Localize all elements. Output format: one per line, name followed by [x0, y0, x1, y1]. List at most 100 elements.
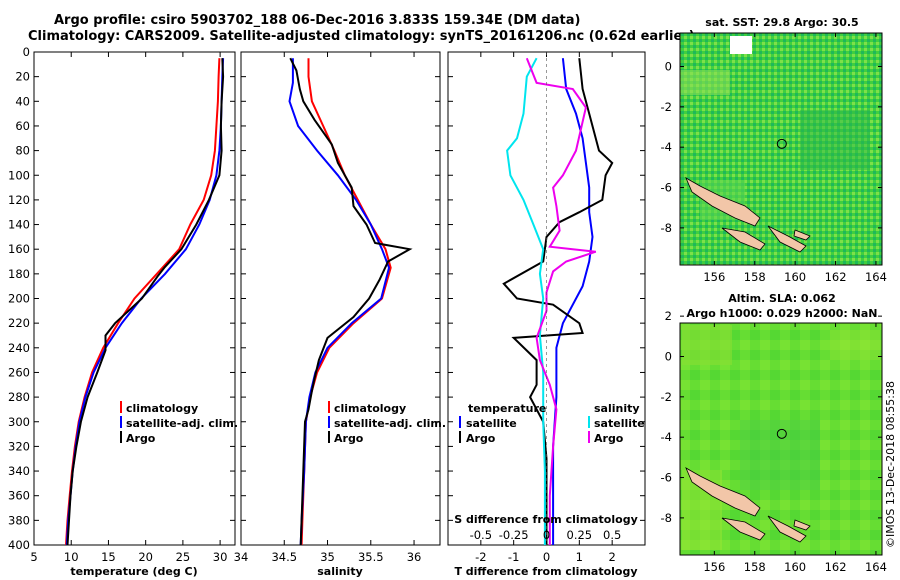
temperature-series-group	[65, 58, 225, 545]
depth-tick-label: 320	[8, 439, 30, 453]
difference-xlabel: T difference from climatology	[454, 565, 637, 578]
sla-map-title-2: Argo h1000: 0.029 h2000: NaN	[686, 307, 877, 320]
coast-island-3	[767, 515, 807, 543]
map-x-tick-label: 162	[825, 270, 847, 284]
map-x-tick-label: 160	[784, 560, 806, 574]
difference-legend: temperature salinity satellite Argo sate…	[459, 402, 645, 445]
x-tick-label: 2	[609, 550, 616, 564]
map-x-tick-label: 158	[744, 560, 766, 574]
map-x-tick-label: 160	[784, 270, 806, 284]
map-y-tick-label: -4	[661, 140, 672, 154]
map-y-tick-label: -2	[661, 100, 672, 114]
coast-island-1	[685, 467, 761, 517]
x-tick-label: 25	[176, 550, 191, 564]
temperature-xlabel: temperature (deg C)	[70, 565, 197, 578]
series-s-satellite	[506, 57, 546, 545]
map-y-tick-label: -8	[661, 511, 672, 525]
depth-tick-label: 380	[8, 513, 30, 527]
x-tick-label: -2	[475, 550, 486, 564]
map-x-tick-label: 156	[703, 270, 725, 284]
depth-tick-label: 120	[8, 193, 30, 207]
depth-tick-label: 400	[8, 538, 30, 552]
legend-climatology: climatology	[334, 402, 406, 415]
map-y-tick-label: 0	[665, 349, 672, 363]
x-tick-label: -1	[508, 550, 519, 564]
cloud-mask	[730, 36, 752, 54]
x-tick-label: 1	[576, 550, 583, 564]
coast-island-2	[721, 227, 766, 251]
depth-tick-label: 0	[23, 45, 30, 59]
depth-tick-label: 40	[15, 94, 30, 108]
x-tick-label: 34	[234, 550, 249, 564]
depth-tick-label: 60	[15, 119, 30, 133]
legend-argo: Argo	[126, 432, 156, 445]
s-tick-label: -0.5	[470, 528, 492, 542]
series-t-satellite	[552, 58, 594, 545]
argo-location-marker	[776, 138, 787, 149]
x-tick-label: 36	[407, 550, 422, 564]
x-tick-label: 20	[138, 550, 153, 564]
coast-island-3	[767, 225, 807, 253]
sst-map	[679, 32, 883, 266]
depth-tick-label: 360	[8, 489, 30, 503]
depth-tick-label: 200	[8, 292, 30, 306]
s-tick-label: 0.25	[567, 528, 593, 542]
map-y-tick-label: -8	[661, 221, 672, 235]
s-tick-label: 0.5	[603, 528, 621, 542]
map-x-tick-label: 164	[865, 560, 887, 574]
series-t-argo	[502, 58, 614, 545]
x-tick-label: 35.5	[358, 550, 384, 564]
series-argo	[66, 58, 225, 545]
legend-s-argo: Argo	[594, 432, 624, 445]
title-line-2: Climatology: CARS2009. Satellite-adjuste…	[28, 29, 695, 44]
x-tick-label: 15	[101, 550, 116, 564]
legend-t-satellite: satellite	[466, 417, 517, 430]
x-tick-label: 10	[64, 550, 79, 564]
depth-tick-label: 280	[8, 390, 30, 404]
coast-island-4	[793, 519, 811, 531]
legend-temperature-header: temperature	[468, 402, 546, 415]
depth-tick-label: 180	[8, 267, 30, 281]
depth-tick-label: 340	[8, 464, 30, 478]
sla-map	[679, 322, 883, 556]
depth-tick-label: 260	[8, 365, 30, 379]
x-tick-label: 5	[30, 550, 37, 564]
coast-island-2	[721, 517, 766, 541]
x-tick-label: 35	[320, 550, 335, 564]
argo-location-marker	[776, 428, 787, 439]
depth-tick-label: 140	[8, 218, 30, 232]
salinity-xlabel: salinity	[317, 565, 363, 578]
sst-map-title: sat. SST: 29.8 Argo: 30.5	[705, 16, 858, 29]
differences-series-group	[502, 57, 614, 545]
legend-satellite: satellite-adj. clim.	[334, 417, 446, 430]
map-y-tick-label: -6	[661, 471, 672, 485]
legend-climatology: climatology	[126, 402, 198, 415]
map-y-tick-label: 2	[665, 309, 672, 323]
s-tick-label: -0.25	[499, 528, 529, 542]
legend-argo: Argo	[334, 432, 364, 445]
salinity-legend: climatology satellite-adj. clim. Argo	[328, 401, 446, 445]
depth-tick-label: 220	[8, 316, 30, 330]
coast-island-1	[685, 177, 761, 227]
x-tick-label: 0	[543, 550, 550, 564]
map-y-tick-label: -4	[661, 430, 672, 444]
map-x-tick-label: 164	[865, 270, 887, 284]
salinity-panel	[240, 51, 441, 546]
coast-island-4	[793, 229, 811, 241]
map-y-tick-label: 0	[665, 59, 672, 73]
x-tick-label: 30	[213, 550, 228, 564]
s-tick-label: 0	[543, 528, 550, 542]
copyright-footer: ©IMOS 13-Dec-2018 08:55:38	[884, 381, 897, 548]
legend-satellite: satellite-adj. clim.	[126, 417, 238, 430]
depth-tick-label: 300	[8, 415, 30, 429]
depth-tick-label: 160	[8, 242, 30, 256]
legend-t-argo: Argo	[466, 432, 496, 445]
sla-map-title-1: Altim. SLA: 0.062	[728, 292, 835, 305]
map-x-tick-label: 162	[825, 560, 847, 574]
temperature-legend: climatology satellite-adj. clim. Argo	[120, 401, 238, 445]
depth-tick-label: 240	[8, 341, 30, 355]
map-y-tick-label: -2	[661, 390, 672, 404]
map-x-tick-label: 158	[744, 270, 766, 284]
series-argo	[289, 57, 413, 545]
